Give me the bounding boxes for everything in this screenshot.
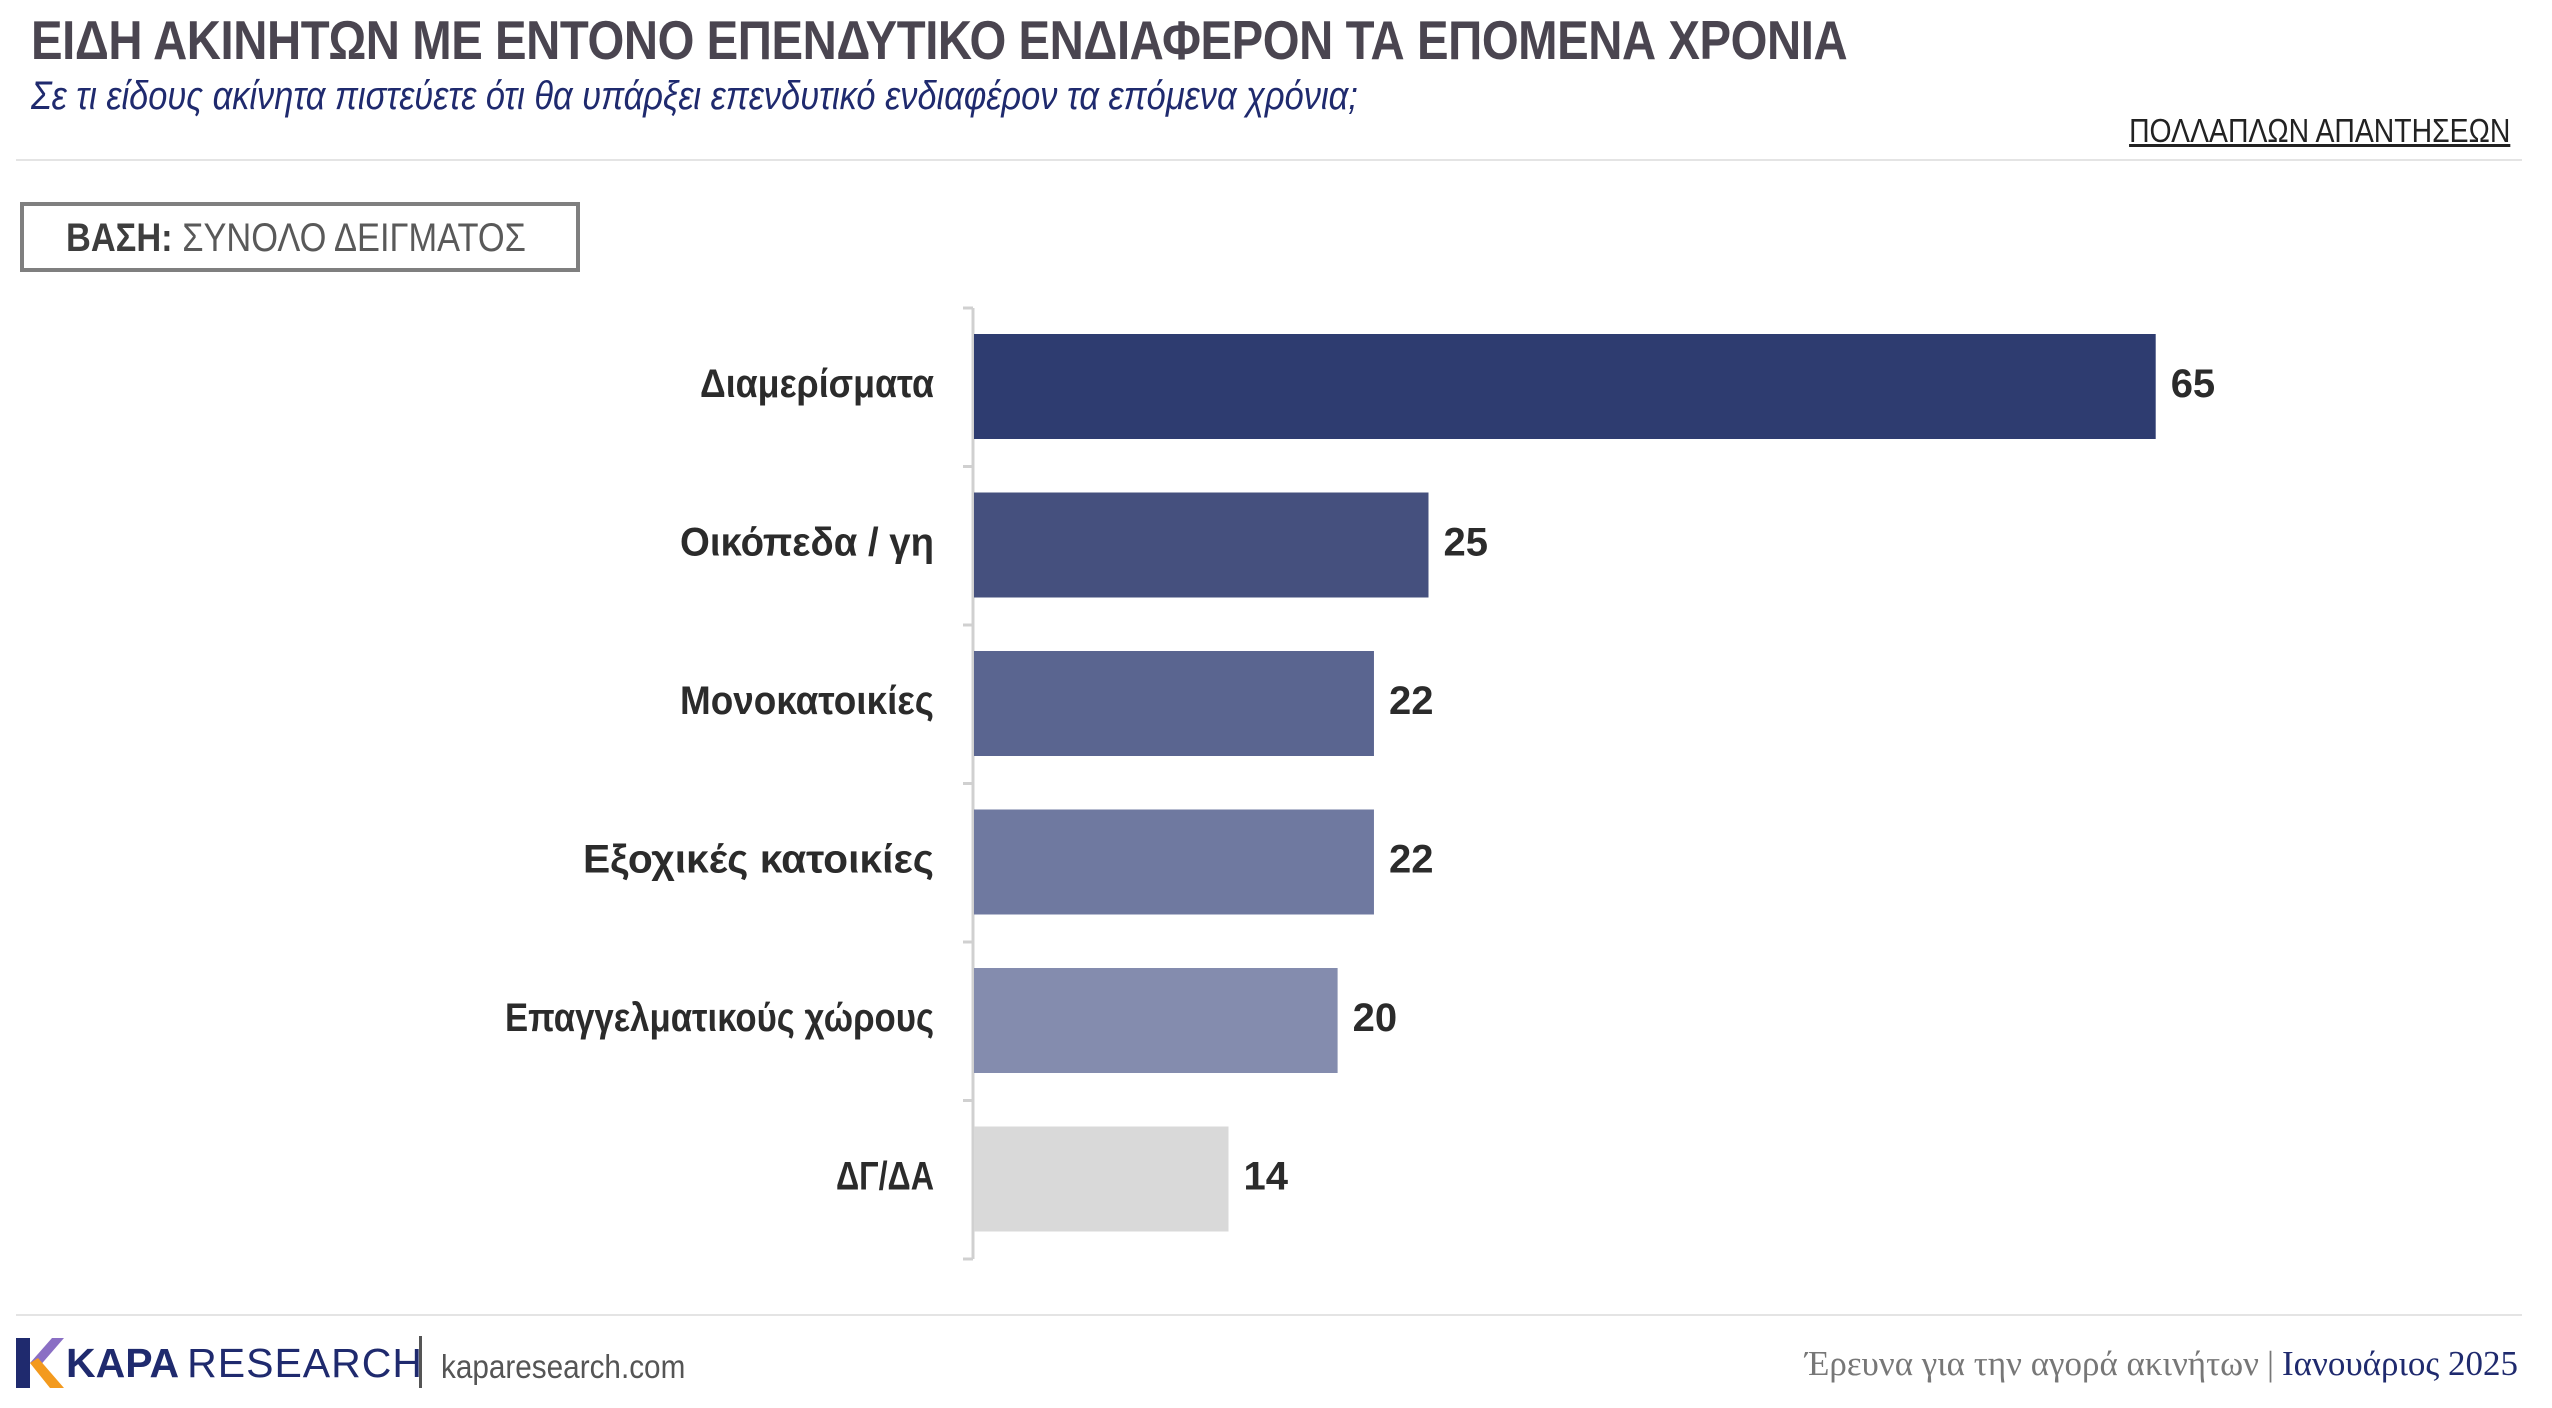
kapa-logo-icon xyxy=(16,1338,64,1388)
chart-subtitle: Σε τι είδους ακίνητα πιστεύετε ότι θα υπ… xyxy=(31,74,1358,118)
header-divider xyxy=(16,159,2522,161)
bar xyxy=(974,1126,1229,1232)
footer-divider xyxy=(16,1314,2522,1316)
bar xyxy=(974,809,1374,915)
bar xyxy=(974,651,1374,756)
category-label: Εξοχικές κατοικίες xyxy=(583,838,934,882)
value-label: 14 xyxy=(1244,1155,1289,1199)
category-axis xyxy=(963,306,975,1261)
chart-title: ΕΙΔΗ ΑΚΙΝΗΤΩΝ ΜΕ ΕΝΤΟΝΟ ΕΠΕΝΔΥΤΙΚΟ ΕΝΔΙΑ… xyxy=(31,9,1848,71)
value-label: 65 xyxy=(2171,362,2216,406)
brand-research: RESEARCH xyxy=(187,1340,423,1386)
value-label: 20 xyxy=(1353,996,1398,1040)
survey-name: Έρευνα για την αγορά ακινήτων xyxy=(1805,1344,2259,1383)
footer-separator: | xyxy=(2267,1344,2275,1383)
bar xyxy=(974,968,1338,1073)
base-label: ΒΑΣΗ: xyxy=(66,216,173,260)
website-link[interactable]: kaparesearch.com xyxy=(441,1348,686,1385)
brand-kapa: KAPA xyxy=(66,1340,180,1386)
base-value: ΣΥΝΟΛΟ ΔΕΙΓΜΑΤΟΣ xyxy=(182,216,526,260)
logo-separator xyxy=(419,1336,422,1388)
bar xyxy=(974,492,1429,598)
base-text: ΒΑΣΗ: ΣΥΝΟΛΟ ΔΕΙΓΜΑΤΟΣ xyxy=(66,216,526,261)
bars-group xyxy=(974,334,2156,1232)
value-label: 22 xyxy=(1389,838,1434,882)
value-label: 22 xyxy=(1389,679,1434,723)
category-label: ΔΓ/ΔΑ xyxy=(836,1155,934,1199)
bar-chart: Διαμερίσματα Οικόπεδα / γη Μονοκατοικίες Εξ… xyxy=(505,306,2216,1261)
footer-survey-info: Έρευνα για την αγορά ακινήτων | Ιανουάριος… xyxy=(1805,1344,2518,1384)
base-box: ΒΑΣΗ: ΣΥΝΟΛΟ ΔΕΙΓΜΑΤΟΣ xyxy=(20,202,580,272)
survey-date: Ιανουάριος 2025 xyxy=(2282,1344,2518,1383)
bar xyxy=(974,334,2156,439)
value-labels: 65 25 22 22 20 14 xyxy=(1244,362,2216,1199)
category-label: Επαγγελματικούς χώρους xyxy=(505,996,934,1040)
brand-name: KAPA RESEARCH xyxy=(66,1340,423,1387)
category-label: Διαμερίσματα xyxy=(700,362,934,406)
multiple-answers-note: ΠΟΛΛΑΠΛΩΝ ΑΠΑΝΤΗΣΕΩΝ xyxy=(2128,112,2510,149)
value-label: 25 xyxy=(1444,521,1489,565)
category-label: Οικόπεδα / γη xyxy=(680,521,934,565)
category-labels: Διαμερίσματα Οικόπεδα / γη Μονοκατοικίες Εξ… xyxy=(505,362,934,1199)
category-label: Μονοκατοικίες xyxy=(680,679,934,723)
